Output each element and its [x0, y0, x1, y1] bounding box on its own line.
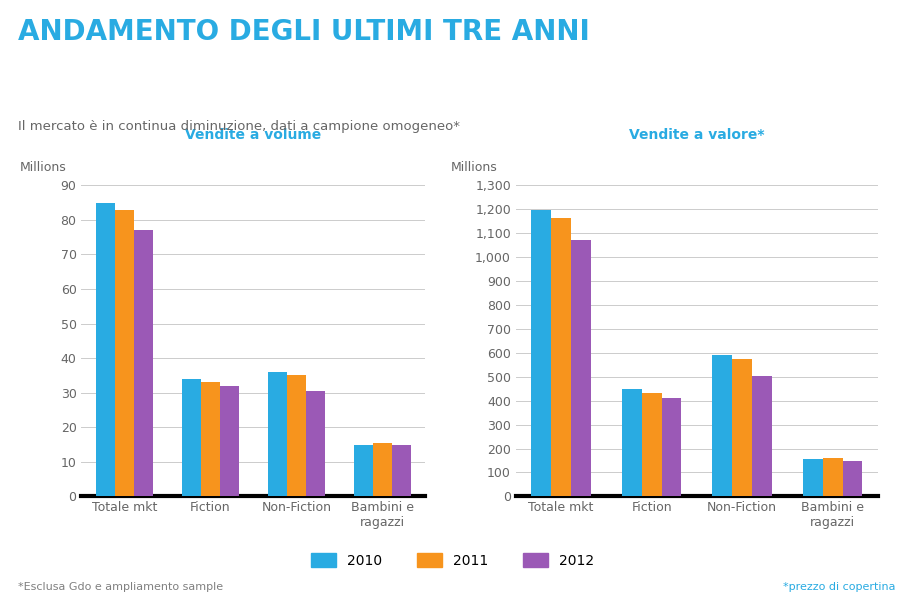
Bar	[392, 444, 411, 496]
Text: ANDAMENTO DEGLI ULTIMI TRE ANNI: ANDAMENTO DEGLI ULTIMI TRE ANNI	[18, 18, 590, 46]
Bar	[373, 443, 392, 496]
Text: Millions: Millions	[20, 160, 66, 173]
Bar	[220, 386, 239, 496]
Bar	[622, 389, 642, 496]
Bar	[354, 444, 373, 496]
Legend: 2010, 2011, 2012: 2010, 2011, 2012	[305, 548, 600, 573]
Bar	[752, 376, 772, 496]
Bar	[712, 355, 732, 496]
Bar	[732, 359, 752, 496]
Text: Vendite a volume: Vendite a volume	[186, 128, 321, 142]
Bar	[306, 391, 325, 496]
Bar	[551, 218, 571, 496]
Bar	[96, 203, 115, 496]
Bar	[115, 209, 134, 496]
Text: Vendite a valore*: Vendite a valore*	[629, 128, 765, 142]
Text: *Esclusa Gdo e ampliamento sample: *Esclusa Gdo e ampliamento sample	[18, 582, 224, 592]
Text: Il mercato è in continua diminuzione, dati a campione omogeneo*: Il mercato è in continua diminuzione, da…	[18, 120, 460, 133]
Bar	[268, 372, 287, 496]
Bar	[134, 230, 153, 496]
Text: *prezzo di copertina: *prezzo di copertina	[784, 582, 896, 592]
Bar	[803, 459, 823, 496]
Bar	[843, 461, 862, 496]
Bar	[642, 393, 662, 496]
Bar	[662, 398, 681, 496]
Bar	[201, 382, 220, 496]
Bar	[287, 376, 306, 496]
Bar	[531, 210, 551, 496]
Text: Millions: Millions	[451, 160, 498, 173]
Bar	[823, 458, 843, 496]
Bar	[571, 240, 591, 496]
Bar	[182, 379, 201, 496]
